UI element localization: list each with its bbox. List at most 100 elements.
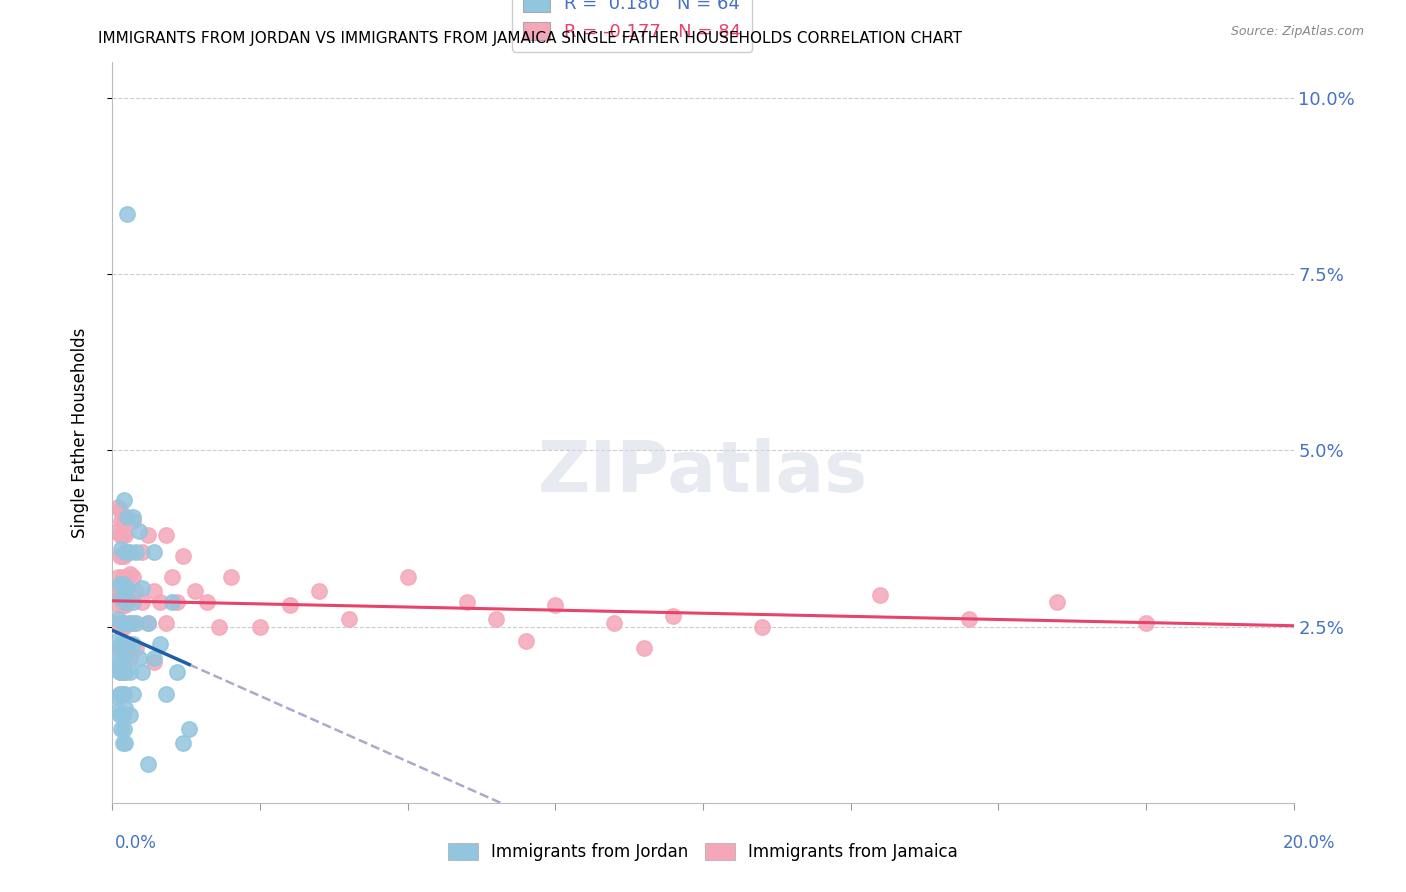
- Point: [869, 588, 891, 602]
- Point: [142, 651, 165, 665]
- Point: [104, 648, 127, 662]
- Text: 20.0%: 20.0%: [1284, 834, 1336, 852]
- Point: [112, 722, 135, 736]
- Point: [112, 651, 135, 665]
- Point: [544, 599, 567, 613]
- Point: [117, 637, 138, 651]
- Point: [172, 736, 194, 750]
- Point: [125, 640, 148, 655]
- Point: [112, 651, 135, 665]
- Point: [112, 584, 135, 599]
- Point: [136, 615, 159, 630]
- Point: [108, 619, 131, 633]
- Point: [114, 665, 136, 680]
- Point: [108, 503, 131, 517]
- Point: [117, 545, 138, 559]
- Point: [142, 584, 165, 599]
- Point: [114, 637, 136, 651]
- Point: [120, 545, 142, 559]
- Point: [114, 665, 136, 680]
- Point: [219, 570, 242, 584]
- Point: [117, 595, 138, 609]
- Point: [160, 570, 183, 584]
- Y-axis label: Single Father Households: Single Father Households: [70, 327, 89, 538]
- Point: [1135, 615, 1157, 630]
- Point: [136, 528, 159, 542]
- Point: [122, 510, 145, 524]
- Point: [122, 514, 145, 528]
- Point: [108, 686, 131, 700]
- Point: [172, 549, 194, 563]
- Point: [114, 545, 136, 559]
- Text: ZIPatlas: ZIPatlas: [538, 438, 868, 508]
- Point: [131, 545, 153, 559]
- Point: [142, 545, 165, 559]
- Point: [120, 566, 142, 581]
- Point: [108, 655, 131, 669]
- Point: [114, 599, 136, 613]
- Point: [114, 570, 136, 584]
- Point: [107, 612, 129, 626]
- Point: [166, 665, 188, 680]
- Text: 0.0%: 0.0%: [115, 834, 157, 852]
- Point: [337, 612, 360, 626]
- Point: [107, 524, 129, 539]
- Point: [112, 619, 135, 633]
- Point: [112, 577, 135, 591]
- Point: [107, 570, 129, 584]
- Point: [110, 591, 132, 606]
- Point: [112, 549, 135, 563]
- Point: [110, 686, 132, 700]
- Point: [112, 686, 135, 700]
- Point: [112, 655, 135, 669]
- Point: [110, 665, 132, 680]
- Point: [112, 581, 135, 595]
- Point: [122, 615, 145, 630]
- Point: [114, 700, 136, 714]
- Point: [110, 584, 132, 599]
- Point: [131, 665, 153, 680]
- Point: [155, 686, 177, 700]
- Point: [120, 615, 142, 630]
- Point: [112, 665, 135, 680]
- Point: [110, 541, 132, 556]
- Point: [120, 665, 142, 680]
- Point: [107, 615, 129, 630]
- Point: [149, 637, 172, 651]
- Point: [662, 609, 685, 624]
- Point: [110, 722, 132, 736]
- Point: [108, 528, 131, 542]
- Point: [751, 619, 773, 633]
- Point: [208, 619, 231, 633]
- Point: [249, 619, 271, 633]
- Point: [107, 599, 129, 613]
- Point: [112, 736, 135, 750]
- Point: [108, 665, 131, 680]
- Point: [117, 510, 138, 524]
- Point: [278, 599, 301, 613]
- Point: [155, 528, 177, 542]
- Point: [112, 640, 135, 655]
- Point: [108, 640, 131, 655]
- Point: [125, 545, 148, 559]
- Point: [128, 651, 150, 665]
- Point: [112, 528, 135, 542]
- Point: [112, 514, 135, 528]
- Point: [104, 662, 127, 676]
- Point: [122, 637, 145, 651]
- Point: [155, 615, 177, 630]
- Point: [125, 615, 148, 630]
- Point: [108, 549, 131, 563]
- Point: [107, 500, 129, 514]
- Point: [485, 612, 508, 626]
- Point: [184, 584, 207, 599]
- Point: [117, 581, 138, 595]
- Point: [104, 615, 127, 630]
- Point: [107, 640, 129, 655]
- Point: [110, 686, 132, 700]
- Point: [117, 207, 138, 221]
- Point: [149, 595, 172, 609]
- Point: [120, 707, 142, 722]
- Point: [110, 640, 132, 655]
- Point: [117, 637, 138, 651]
